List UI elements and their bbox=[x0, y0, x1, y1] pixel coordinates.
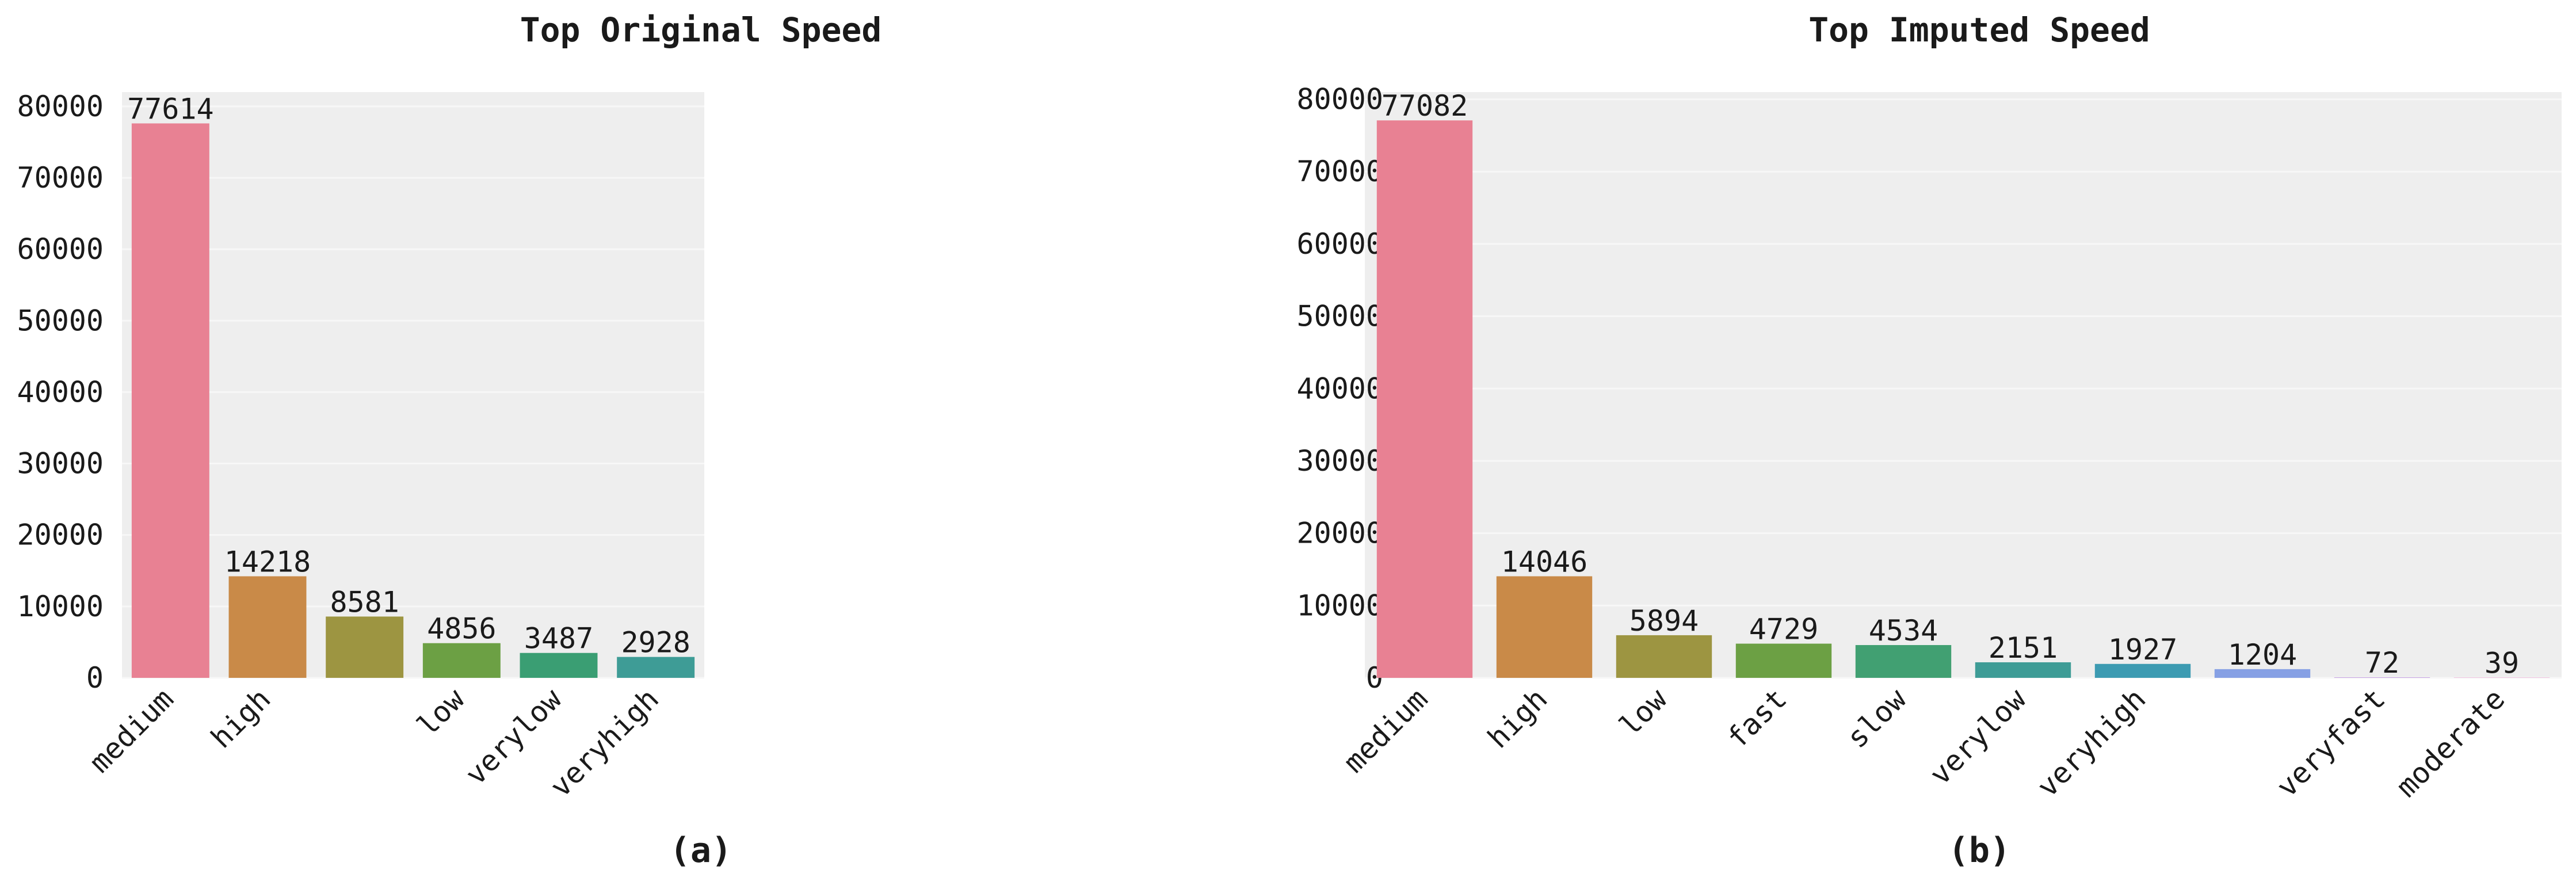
y-tick-label: 50000 bbox=[17, 304, 104, 337]
chart-title-b: Top Imputed Speed bbox=[1808, 10, 2150, 49]
bar bbox=[1975, 662, 2071, 678]
x-tick-label: medium bbox=[83, 682, 180, 779]
x-tick-label: veryfast bbox=[2270, 682, 2391, 803]
bar-value-label: 4534 bbox=[1869, 614, 1938, 647]
bar bbox=[617, 657, 695, 678]
y-tick-label: 10000 bbox=[17, 590, 104, 623]
bar bbox=[422, 643, 501, 678]
bar-labels-a: 77614 14218 8581 4856 3487 2928 bbox=[127, 92, 690, 659]
y-tick-label: 40000 bbox=[17, 375, 104, 409]
y-tick-label: 20000 bbox=[1296, 517, 1383, 550]
gridlines-a bbox=[122, 105, 704, 679]
bar bbox=[2214, 669, 2311, 678]
x-tick-label: low bbox=[411, 682, 472, 743]
bar bbox=[228, 576, 307, 678]
y-tick-label: 20000 bbox=[17, 518, 104, 552]
y-tick-label: 70000 bbox=[17, 161, 104, 194]
bar bbox=[1616, 635, 1712, 678]
y-tick-label: 30000 bbox=[17, 447, 104, 480]
x-tick-label: moderate bbox=[2390, 682, 2511, 803]
chart-title-a: Top Original Speed bbox=[520, 10, 882, 49]
bar-value-label: 3487 bbox=[524, 622, 593, 655]
bar bbox=[1855, 645, 1952, 678]
chart-panel-a: Top Original Speed (a) 0 10000 20000 30000 4… bbox=[17, 10, 881, 871]
y-tick-label: 0 bbox=[86, 661, 104, 695]
bar-value-label: 4729 bbox=[1749, 613, 1818, 646]
bar-value-label: 77614 bbox=[127, 92, 214, 125]
y-axis-ticks-b: 0100002000030000400005000060000700008000… bbox=[1296, 83, 1383, 695]
y-tick-label: 40000 bbox=[1296, 372, 1383, 405]
bar bbox=[2094, 663, 2191, 678]
bar-value-label: 1927 bbox=[2108, 633, 2177, 666]
bar-labels-b: 77082 14046 5894 4729 4534 2151 1927 1204 72 39 bbox=[1382, 89, 2519, 680]
bar-value-label: 4856 bbox=[427, 612, 496, 646]
x-tick-label: medium bbox=[1337, 682, 1434, 779]
y-tick-label: 60000 bbox=[1296, 227, 1383, 261]
bar bbox=[1496, 576, 1593, 678]
y-tick-label: 50000 bbox=[1296, 300, 1383, 333]
bar bbox=[326, 616, 404, 678]
x-tick-label: low bbox=[1613, 682, 1674, 743]
bar-value-label: 2928 bbox=[621, 626, 690, 659]
y-tick-label: 70000 bbox=[1296, 155, 1383, 188]
y-tick-label: 80000 bbox=[17, 90, 104, 123]
bar-value-label: 1204 bbox=[2228, 638, 2297, 672]
bar bbox=[2334, 677, 2430, 678]
bar-value-label: 77082 bbox=[1382, 89, 1468, 123]
bar-value-label: 14046 bbox=[1501, 545, 1588, 578]
x-tick-label: high bbox=[204, 682, 277, 754]
y-tick-label: 30000 bbox=[1296, 444, 1383, 478]
y-tick-label: 80000 bbox=[1296, 83, 1383, 116]
bar-value-label: 2151 bbox=[1989, 631, 2058, 665]
bar-value-label: 72 bbox=[2365, 646, 2399, 680]
x-tick-label: fast bbox=[1720, 682, 1793, 754]
bars-b bbox=[1376, 120, 2550, 678]
x-tick-label: slow bbox=[1840, 682, 1913, 755]
bar-value-label: 5894 bbox=[1629, 604, 1699, 638]
bar-value-label: 39 bbox=[2485, 647, 2519, 680]
chart-caption-b: (b) bbox=[1948, 830, 2010, 871]
chart-caption-a: (a) bbox=[670, 830, 732, 871]
bar bbox=[131, 123, 209, 678]
x-tick-label: veryhigh bbox=[2031, 682, 2152, 803]
bars-a bbox=[131, 123, 695, 678]
bar-value-label: 14218 bbox=[224, 545, 311, 578]
bar bbox=[520, 653, 598, 678]
bar bbox=[1735, 643, 1832, 678]
bar bbox=[1376, 120, 1473, 678]
bar-value-label: 8581 bbox=[330, 585, 399, 619]
gridlines-b bbox=[1365, 98, 2562, 679]
x-tick-label: verylow bbox=[1923, 682, 2033, 792]
y-tick-label: 60000 bbox=[17, 232, 104, 266]
plot-area-a bbox=[122, 92, 704, 678]
y-axis-ticks-a: 0 10000 20000 30000 40000 50000 60000 70000 8000… bbox=[17, 90, 104, 695]
y-tick-label: 10000 bbox=[1296, 589, 1383, 622]
chart-panel-b: Top Imputed Speed (b) 010000200003000040… bbox=[1296, 10, 2562, 871]
x-tick-label: high bbox=[1481, 682, 1554, 754]
